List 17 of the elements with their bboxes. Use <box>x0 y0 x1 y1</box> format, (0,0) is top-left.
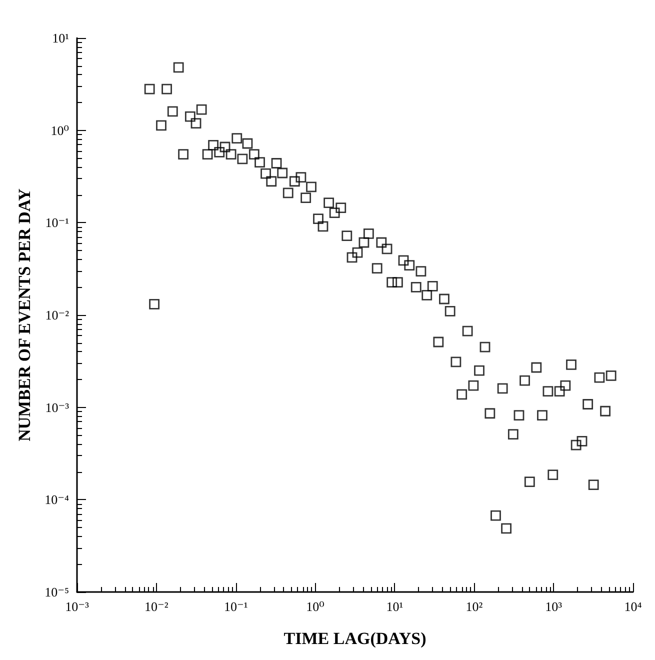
y-tick-label: 10⁻³ <box>45 400 70 415</box>
y-tick-label: 10¹ <box>52 30 70 46</box>
x-axis-title: TIME LAG(DAYS) <box>284 629 426 648</box>
x-tick-label: 10⁻³ <box>65 599 89 614</box>
x-tick-label: 10¹ <box>386 599 404 614</box>
x-tick-label: 10⁰ <box>306 599 324 614</box>
x-tick-label: 10⁴ <box>624 599 642 614</box>
y-axis-title: NUMBER OF EVENTS PER DAY <box>15 188 34 442</box>
y-tick-label: 10⁻⁵ <box>44 584 69 600</box>
y-tick-label: 10⁻⁴ <box>44 492 70 508</box>
x-tick-label: 10³ <box>545 599 562 614</box>
y-tick-label: 10⁻² <box>45 308 70 322</box>
y-tick-label: 10⁻¹ <box>45 215 70 230</box>
x-tick-label: 10² <box>466 599 483 614</box>
x-tick-label: 10⁻² <box>144 599 168 614</box>
y-tick-label: 10⁰ <box>50 122 69 138</box>
x-tick-label: 10⁻¹ <box>224 599 248 614</box>
